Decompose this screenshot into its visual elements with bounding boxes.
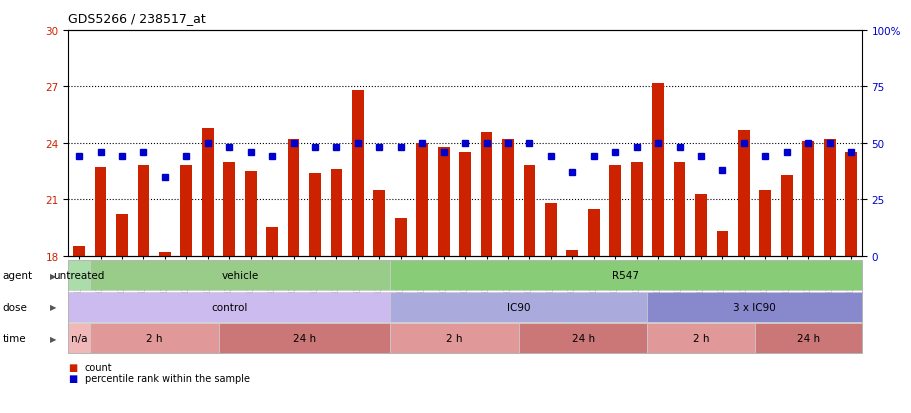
- Text: ■: ■: [68, 373, 77, 383]
- Text: 2 h: 2 h: [445, 333, 462, 343]
- Bar: [287, 140, 299, 256]
- Bar: [502, 140, 513, 256]
- Text: 3 x IC90: 3 x IC90: [732, 302, 775, 312]
- Text: 2 h: 2 h: [692, 333, 709, 343]
- Text: percentile rank within the sample: percentile rank within the sample: [85, 373, 250, 383]
- Bar: [523, 166, 535, 256]
- Bar: [309, 173, 321, 256]
- Bar: [459, 153, 470, 256]
- Bar: [330, 170, 342, 256]
- Text: n/a: n/a: [71, 333, 87, 343]
- Bar: [566, 250, 578, 256]
- Bar: [716, 232, 728, 256]
- Text: 24 h: 24 h: [292, 333, 315, 343]
- Text: ▶: ▶: [49, 302, 56, 311]
- Text: control: control: [210, 302, 247, 312]
- Text: vehicle: vehicle: [221, 271, 259, 280]
- Text: R547: R547: [612, 271, 639, 280]
- Text: agent: agent: [3, 271, 33, 280]
- Bar: [673, 162, 685, 256]
- Bar: [373, 190, 384, 256]
- Bar: [737, 131, 749, 256]
- Text: IC90: IC90: [507, 302, 530, 312]
- Bar: [651, 83, 663, 256]
- Bar: [159, 252, 170, 256]
- Bar: [823, 140, 834, 256]
- Text: 24 h: 24 h: [571, 333, 594, 343]
- Bar: [266, 228, 278, 256]
- Bar: [545, 204, 557, 256]
- Bar: [244, 172, 256, 256]
- Bar: [844, 153, 856, 256]
- Bar: [630, 162, 642, 256]
- Text: ■: ■: [68, 363, 77, 373]
- Text: 2 h: 2 h: [146, 333, 162, 343]
- Bar: [201, 128, 213, 256]
- Bar: [694, 194, 706, 256]
- Bar: [480, 132, 492, 256]
- Bar: [437, 147, 449, 256]
- Bar: [394, 218, 406, 256]
- Text: GDS5266 / 238517_at: GDS5266 / 238517_at: [68, 12, 206, 25]
- Bar: [95, 168, 107, 256]
- Bar: [802, 142, 814, 256]
- Bar: [759, 190, 771, 256]
- Text: time: time: [3, 333, 26, 343]
- Bar: [138, 166, 149, 256]
- Bar: [116, 215, 128, 256]
- Bar: [352, 91, 363, 256]
- Text: dose: dose: [3, 302, 27, 312]
- Bar: [416, 143, 427, 256]
- Bar: [180, 166, 192, 256]
- Text: ▶: ▶: [49, 334, 56, 343]
- Bar: [588, 209, 599, 256]
- Bar: [73, 247, 85, 256]
- Text: untreated: untreated: [54, 271, 105, 280]
- Text: ▶: ▶: [49, 271, 56, 280]
- Bar: [223, 162, 235, 256]
- Text: count: count: [85, 363, 112, 373]
- Bar: [609, 166, 620, 256]
- Text: 24 h: 24 h: [796, 333, 819, 343]
- Bar: [780, 176, 792, 256]
